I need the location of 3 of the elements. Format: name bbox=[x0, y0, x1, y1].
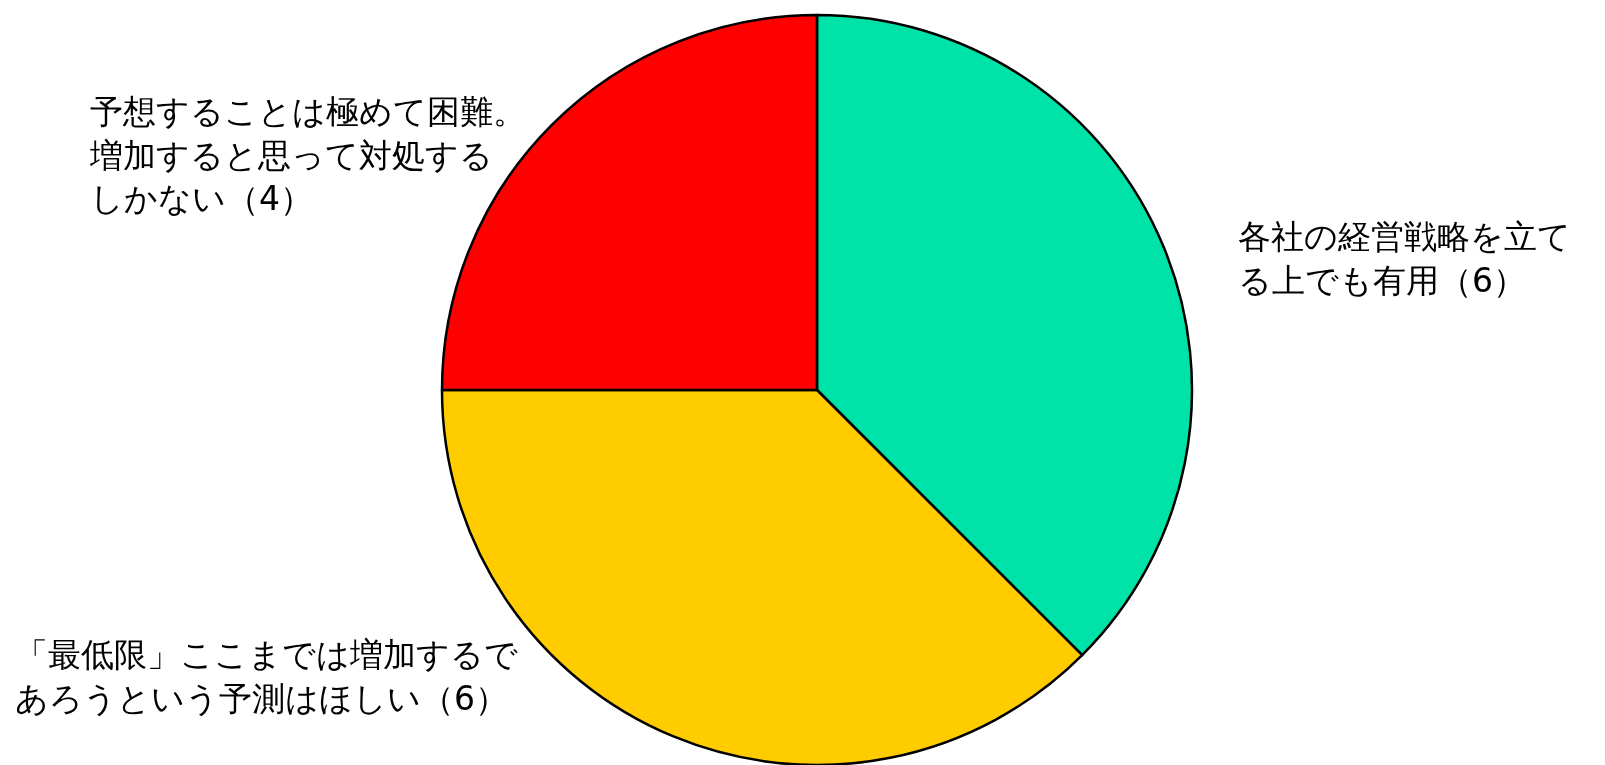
slice-label: 各社の経営戦略を立てる上でも有用（6） bbox=[1238, 216, 1572, 302]
slice-label: 予想することは極めて困難。増加すると思って対処するしかない（4） bbox=[90, 91, 527, 221]
slice-label: 「最低限」ここまでは増加するであろうという予測はほしい（6） bbox=[15, 634, 519, 720]
